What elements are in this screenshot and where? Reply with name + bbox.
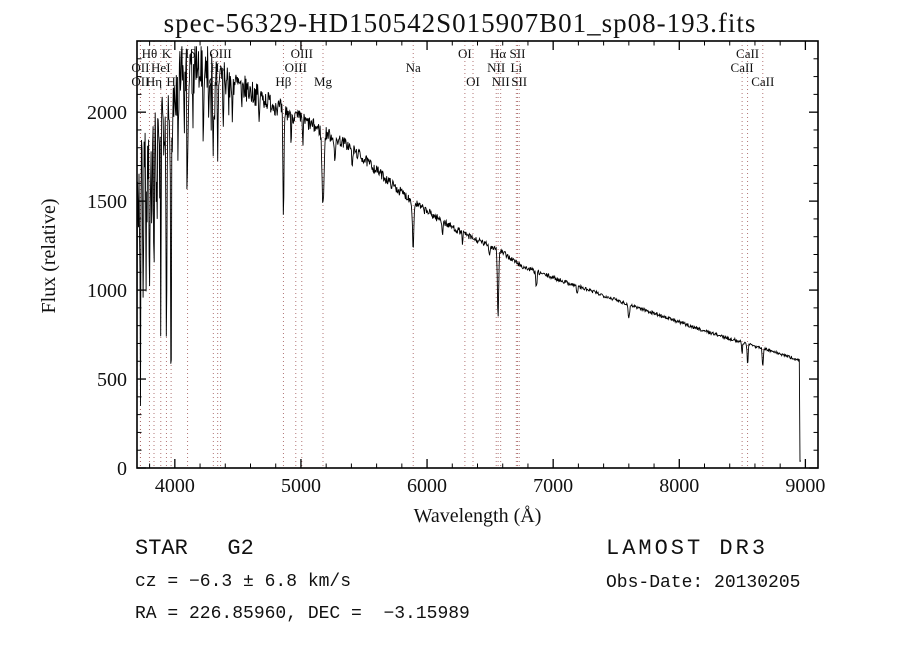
- spectral-marker-label: OIII: [291, 46, 313, 61]
- coordinates-label: RA = 226.85960, DEC = −3.15989: [135, 604, 470, 624]
- spectral-marker-label: Na: [406, 60, 421, 75]
- y-tick-label: 1000: [87, 280, 127, 302]
- x-tick-label: 9000: [785, 475, 825, 497]
- spectral-marker-label: CaII: [731, 60, 754, 75]
- obs-date-label: Obs-Date: 20130205: [606, 573, 801, 593]
- spectral-marker-label: K: [162, 46, 172, 61]
- spectral-marker-label: Hδ: [180, 46, 196, 61]
- spectral-marker-label: Hθ: [142, 46, 158, 61]
- spectral-marker-label: SII: [510, 46, 526, 61]
- survey-label: LAMOST DR3: [606, 536, 769, 561]
- spectral-marker-label: CaII: [751, 74, 774, 89]
- y-tick-label: 500: [97, 369, 127, 391]
- spectral-marker-label: OII: [131, 74, 149, 89]
- y-tick-label: 0: [117, 458, 127, 480]
- spectral-marker-label: Hβ: [275, 74, 291, 89]
- spectral-marker-label: Hη: [146, 74, 162, 89]
- object-class-label: STAR G2: [135, 536, 254, 561]
- spectral-marker-label: OI: [458, 46, 472, 61]
- y-axis-label: Flux (relative): [38, 198, 60, 314]
- spectrum-path: [136, 46, 801, 462]
- chart-title: spec-56329-HD150542S015907B01_sp08-193.f…: [163, 8, 757, 38]
- spectral-marker-label: SII: [511, 74, 527, 89]
- spectral-marker-label: CaII: [736, 46, 759, 61]
- y-tick-label: 2000: [87, 102, 127, 124]
- spectral-marker-label: G: [209, 74, 218, 89]
- spectral-marker-label: NII: [492, 74, 510, 89]
- spectral-marker-label: OII: [131, 60, 149, 75]
- spectral-marker-label: Mg: [314, 74, 333, 89]
- spectral-marker-label: Hγ: [210, 60, 225, 75]
- x-tick-label: 7000: [533, 475, 573, 497]
- spectral-marker-label: OIII: [285, 60, 307, 75]
- plot-frame: [136, 40, 819, 469]
- x-tick-label: 8000: [659, 475, 699, 497]
- spectral-marker-label: NII: [487, 60, 505, 75]
- x-axis-label: Wavelength (Å): [413, 505, 542, 527]
- x-tick-label: 6000: [407, 475, 447, 497]
- spectral-marker-label: HeI: [151, 60, 171, 75]
- y-tick-label: 1500: [87, 191, 127, 213]
- spectral-marker-label: Hα: [490, 46, 506, 61]
- x-tick-label: 5000: [281, 475, 321, 497]
- x-tick-label: 4000: [155, 475, 195, 497]
- radial-velocity-label: cz = −6.3 ± 6.8 km/s: [135, 572, 352, 592]
- spectral-marker-label: Li: [511, 60, 523, 75]
- spectral-marker-label: OIII: [209, 46, 231, 61]
- spectral-marker-label: H: [166, 74, 175, 89]
- spectral-marker-label: OI: [466, 74, 480, 89]
